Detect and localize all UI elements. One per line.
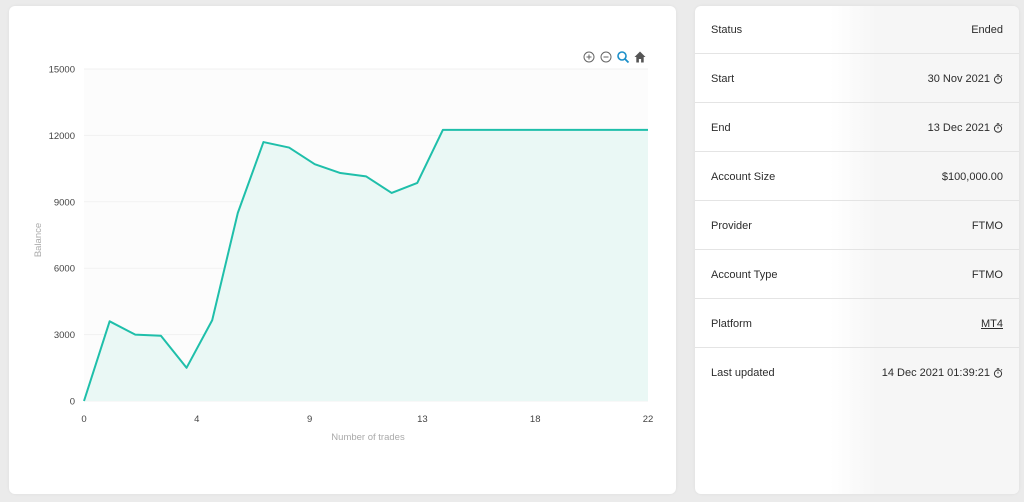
info-row-account-type: Account Type FTMO xyxy=(695,251,1019,299)
balance-line-chart: 0 3000 6000 9000 12000 15000 0 4 9 13 18 22 Number o… xyxy=(33,65,654,444)
x-tick-label: 18 xyxy=(530,414,541,425)
info-label: Start xyxy=(711,72,735,85)
info-row-status: Status Ended xyxy=(695,6,1019,54)
y-tick-label: 6000 xyxy=(54,264,75,275)
x-tick-label: 22 xyxy=(643,414,654,425)
info-row-platform: Platform MT4 xyxy=(695,300,1019,348)
info-row-start: Start 30 Nov 2021 xyxy=(695,55,1019,103)
x-tick-label: 9 xyxy=(307,414,312,425)
chart-toolbar xyxy=(582,50,647,64)
info-label: Account Size xyxy=(711,170,776,183)
account-size-value: $100,000.00 xyxy=(941,170,1003,183)
y-tick-label: 9000 xyxy=(54,197,75,208)
y-tick-label: 0 xyxy=(70,397,75,408)
info-label: Account Type xyxy=(711,268,778,281)
x-tick-label: 4 xyxy=(194,414,199,425)
start-date-value: 30 Nov 2021 xyxy=(927,72,990,85)
account-info-card: Status Ended Start 30 Nov 2021 End 13 De… xyxy=(695,6,1019,494)
x-tick-label: 0 xyxy=(81,414,86,425)
provider-value: FTMO xyxy=(971,219,1003,232)
info-row-end: End 13 Dec 2021 xyxy=(695,104,1019,152)
zoom-icon[interactable] xyxy=(616,50,630,64)
info-label: Provider xyxy=(711,219,752,232)
info-label: Status xyxy=(711,23,743,36)
info-label: End xyxy=(711,121,731,134)
last-updated-value: 14 Dec 2021 01:39:21 xyxy=(881,367,990,379)
zoom-in-icon[interactable] xyxy=(582,50,596,64)
info-row-account-size: Account Size $100,000.00 xyxy=(695,153,1019,201)
info-label: Last updated xyxy=(711,367,775,379)
x-tick-label: 13 xyxy=(417,414,428,425)
home-icon[interactable] xyxy=(633,50,647,64)
balance-chart-card: 0 3000 6000 9000 12000 15000 0 4 9 13 18 22 Number o… xyxy=(9,6,676,494)
end-date-value: 13 Dec 2021 xyxy=(927,121,990,134)
timer-icon xyxy=(993,73,1003,84)
timer-icon xyxy=(993,368,1003,378)
y-tick-label: 3000 xyxy=(54,330,75,341)
info-row-provider: Provider FTMO xyxy=(695,202,1019,250)
platform-link[interactable]: MT4 xyxy=(981,317,1003,330)
series-line xyxy=(83,128,648,402)
zoom-out-icon[interactable] xyxy=(599,50,613,64)
x-axis-label: Number of trades xyxy=(331,432,405,443)
info-row-last-updated: Last updated 14 Dec 2021 01:39:21 xyxy=(695,349,1019,397)
status-value: Ended xyxy=(971,23,1003,36)
y-axis-label: Balance xyxy=(33,223,44,257)
series-area xyxy=(84,129,648,401)
account-type-value: FTMO xyxy=(971,268,1003,281)
y-tick-label: 12000 xyxy=(49,131,75,142)
y-tick-label: 15000 xyxy=(49,65,75,76)
timer-icon xyxy=(993,122,1003,133)
info-label: Platform xyxy=(711,317,752,330)
